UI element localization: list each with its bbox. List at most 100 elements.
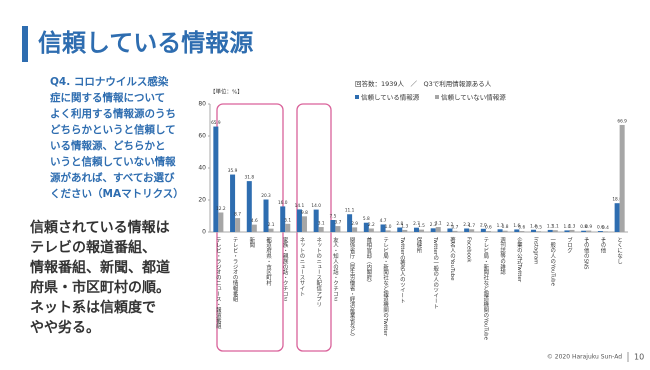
bar [597,231,603,232]
bar [485,231,491,232]
value-label: 1.0 [564,224,571,230]
value-label: 1.0 [385,224,392,230]
value-label: 9.8 [301,210,308,216]
value-label: 4.6 [251,218,258,224]
x-tick-label: その他 [599,237,606,255]
x-tick-label: テレビ・ラジオの情報番組 [232,237,239,302]
bar [552,230,558,232]
body-line: 信頼されている情報は [30,219,170,236]
page-number: 10 [634,353,644,362]
bar [218,212,224,232]
bar [213,126,219,232]
body-line: 府県・市区町村の順。 [30,279,170,296]
x-tick-label: Instagram [533,237,539,264]
x-tick-label: 家族・親族の話・クチコミ [282,236,289,302]
bar [564,230,570,232]
y-tick-label: 0 [202,229,206,236]
x-tick-label: その他のSNS [583,237,590,270]
bar [447,228,453,232]
bar [469,229,475,232]
value-label: 0.8 [580,224,587,230]
x-tick-label: 関係省庁（厚生労働省・経済産業省など） [349,237,356,340]
bar [413,227,419,232]
value-label: 2.2 [368,222,375,228]
x-tick-label: ブログ [566,236,573,255]
bar [402,229,408,232]
bar [313,209,319,232]
x-tick-label: ネットのニュース配信アプリ [315,237,322,308]
value-label: 2.0 [480,222,487,228]
value-label: 1.3 [401,223,408,229]
bar [368,228,374,232]
bar [531,229,537,232]
x-tick-label: 首相官邸（内閣府） [365,236,372,286]
x-tick-label: Twitterの著名人のツイート [399,236,406,304]
x-tick-label: 友人・知人の話・クチコミ [332,236,339,302]
x-tick-label: 一般の人のYouTube [549,237,556,287]
bar [497,229,503,232]
x-tick-label: Facebook [466,237,472,263]
bar [318,227,324,232]
question-line: どちらかというと信頼して [50,123,176,136]
y-tick-label: 40 [198,165,206,172]
bar [385,230,391,232]
bar [235,218,241,232]
value-label: 7.5 [329,214,336,220]
x-tick-label: ネットのニュースサイト [298,237,305,297]
value-label: 11.1 [345,208,355,214]
body-line: やや劣る。 [30,319,100,336]
value-label: 1.3 [547,223,554,229]
x-tick-label: 著名人のYouTube [449,236,456,281]
bar [536,231,542,232]
value-label: 1.7 [497,223,504,229]
value-label: 0.6 [485,225,492,231]
value-label: 2.1 [268,222,275,228]
x-tick-label: テレビ局・新聞社など報道機関のYouTube [482,237,489,341]
bar [547,229,553,232]
value-label: 5.8 [363,216,370,222]
x-tick-label: とくになし [616,237,623,265]
value-label: 3.7 [334,220,341,226]
x-tick-label: テレビ・ラジオのニュース・報道番組 [215,237,222,329]
copyright: © 2020 Harajuku Sun-Ad [547,354,622,361]
question-line: いうと信頼していない情報 [50,155,176,168]
value-label: 2.8 [396,221,403,227]
bar [263,199,269,232]
bar [352,227,358,232]
x-tick-label: 企業の公式Twitter [516,236,523,283]
legend-label: 信頼していない情報源 [441,93,506,102]
bar [363,222,369,232]
unit-label: 【単位：%】 [210,88,243,96]
y-tick-label: 80 [198,101,206,108]
bar [514,229,520,232]
value-label: 2.3 [430,222,437,228]
bar [464,228,470,232]
value-label: 66.9 [617,118,627,124]
value-label: 3.1 [318,221,325,227]
value-label: 0.9 [585,224,592,230]
y-tick-label: 60 [198,133,206,140]
bar [268,228,274,232]
bar [285,223,291,232]
bar [569,229,575,232]
value-label: 35.9 [228,168,238,174]
bar [280,206,286,232]
value-label: 65.9 [211,120,221,126]
body-line: ネット系は信頼度で [30,299,156,316]
bar [330,220,336,232]
x-tick-label: 週刊誌等の雑誌 [499,236,506,276]
value-label: 4.7 [380,218,387,224]
bar [452,230,458,232]
note: 回答数：1939人 ／ Q3で利用情報源ある人 [355,79,492,88]
legend-swatch [355,95,359,99]
question-line: いる情報源、どちらかと [50,139,166,152]
value-label: 1.1 [552,224,559,230]
slide-title: 信頼している情報源 [38,29,253,57]
bar [296,209,302,232]
value-label: 2.2 [447,222,454,228]
bar [435,227,441,232]
bar [380,224,386,232]
bar [602,231,608,232]
value-label: 0.5 [535,225,542,231]
question-line: よく利用する情報源のうち [50,107,176,120]
